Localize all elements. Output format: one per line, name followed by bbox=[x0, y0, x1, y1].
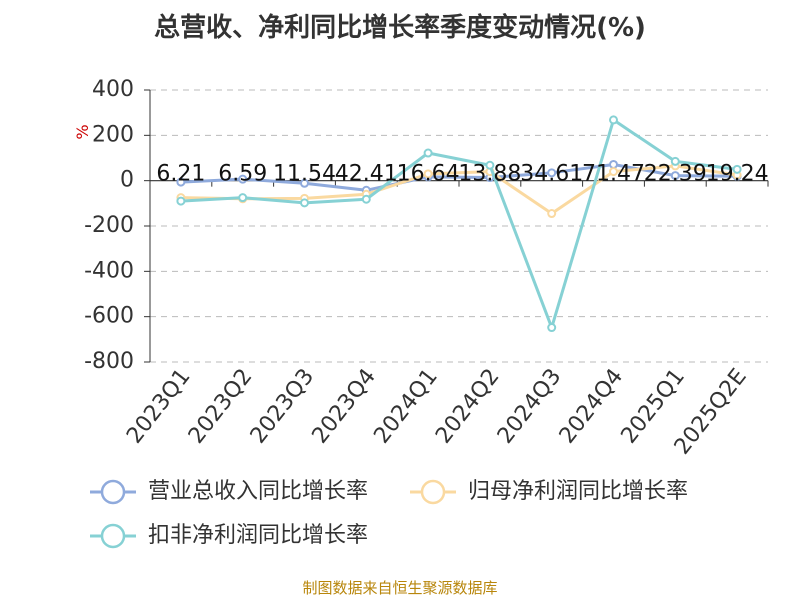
data-point bbox=[547, 168, 557, 178]
data-point bbox=[609, 167, 618, 177]
x-tick-label: 2024Q2 bbox=[431, 364, 504, 448]
axes: 4002000-200-400-600-8002023Q12023Q22023Q… bbox=[84, 77, 769, 459]
data-point bbox=[300, 178, 309, 188]
y-axis-unit: % bbox=[73, 124, 92, 139]
chart-title: 总营收、净利同比增长率季度变动情况(%) bbox=[154, 12, 646, 43]
series-line-3 bbox=[180, 118, 738, 330]
data-point bbox=[176, 196, 186, 206]
data-point bbox=[609, 115, 618, 125]
x-tick-label: 2023Q4 bbox=[308, 364, 381, 448]
y-tick-label: 400 bbox=[92, 77, 134, 102]
data-point bbox=[485, 160, 495, 170]
data-label: 71.47 bbox=[582, 162, 645, 187]
y-tick-label: 200 bbox=[92, 122, 134, 147]
data-point bbox=[547, 209, 557, 219]
legend-marker bbox=[420, 479, 446, 505]
data-point bbox=[670, 171, 680, 181]
data-labels: 6.21 6.59 11.5442.4116.6413.8834.6171.4722… bbox=[156, 162, 768, 187]
data-point bbox=[423, 148, 433, 158]
data-label: 6.21 bbox=[156, 162, 205, 187]
y-tick-label: -600 bbox=[84, 304, 134, 329]
data-label: 22.39 bbox=[644, 162, 707, 187]
legend-marker bbox=[100, 479, 126, 505]
source-note: 制图数据来自恒生聚源数据库 bbox=[302, 579, 497, 597]
legend-marker bbox=[100, 523, 126, 549]
data-label: 19.24 bbox=[706, 162, 769, 187]
y-tick-label: -400 bbox=[84, 258, 134, 283]
series-lines bbox=[176, 115, 742, 333]
x-tick-label: 2024Q4 bbox=[555, 364, 628, 448]
data-point bbox=[300, 198, 309, 208]
data-point bbox=[361, 194, 371, 204]
data-point bbox=[732, 164, 742, 174]
grid bbox=[150, 89, 768, 363]
data-label: 34.61 bbox=[520, 162, 583, 187]
data-point bbox=[670, 156, 680, 166]
data-point bbox=[238, 193, 248, 203]
data-label: 16.64 bbox=[397, 162, 460, 187]
data-label: 42.41 bbox=[335, 162, 398, 187]
y-tick-label: -800 bbox=[84, 349, 134, 374]
data-point bbox=[238, 174, 248, 184]
data-point bbox=[547, 323, 557, 333]
legend-label: 营业总收入同比增长率 bbox=[148, 479, 368, 504]
x-tick-label: 2024Q3 bbox=[493, 364, 566, 448]
legend-label: 扣非净利润同比增长率 bbox=[148, 523, 368, 548]
data-label: 11.54 bbox=[273, 162, 336, 187]
x-tick-label: 2024Q1 bbox=[369, 364, 442, 448]
x-tick-label: 2023Q2 bbox=[184, 364, 257, 448]
y-tick-label: 0 bbox=[120, 168, 134, 193]
data-point bbox=[423, 169, 433, 179]
x-tick-label: 2023Q1 bbox=[122, 364, 195, 448]
series-line-2 bbox=[180, 164, 738, 216]
data-label: 13.88 bbox=[458, 162, 521, 187]
data-point bbox=[176, 177, 186, 187]
y-tick-label: -200 bbox=[84, 213, 134, 238]
x-tick-label: 2023Q3 bbox=[246, 364, 319, 448]
legend-label: 归母净利润同比增长率 bbox=[468, 479, 688, 504]
data-label: 6.59 bbox=[218, 162, 267, 187]
